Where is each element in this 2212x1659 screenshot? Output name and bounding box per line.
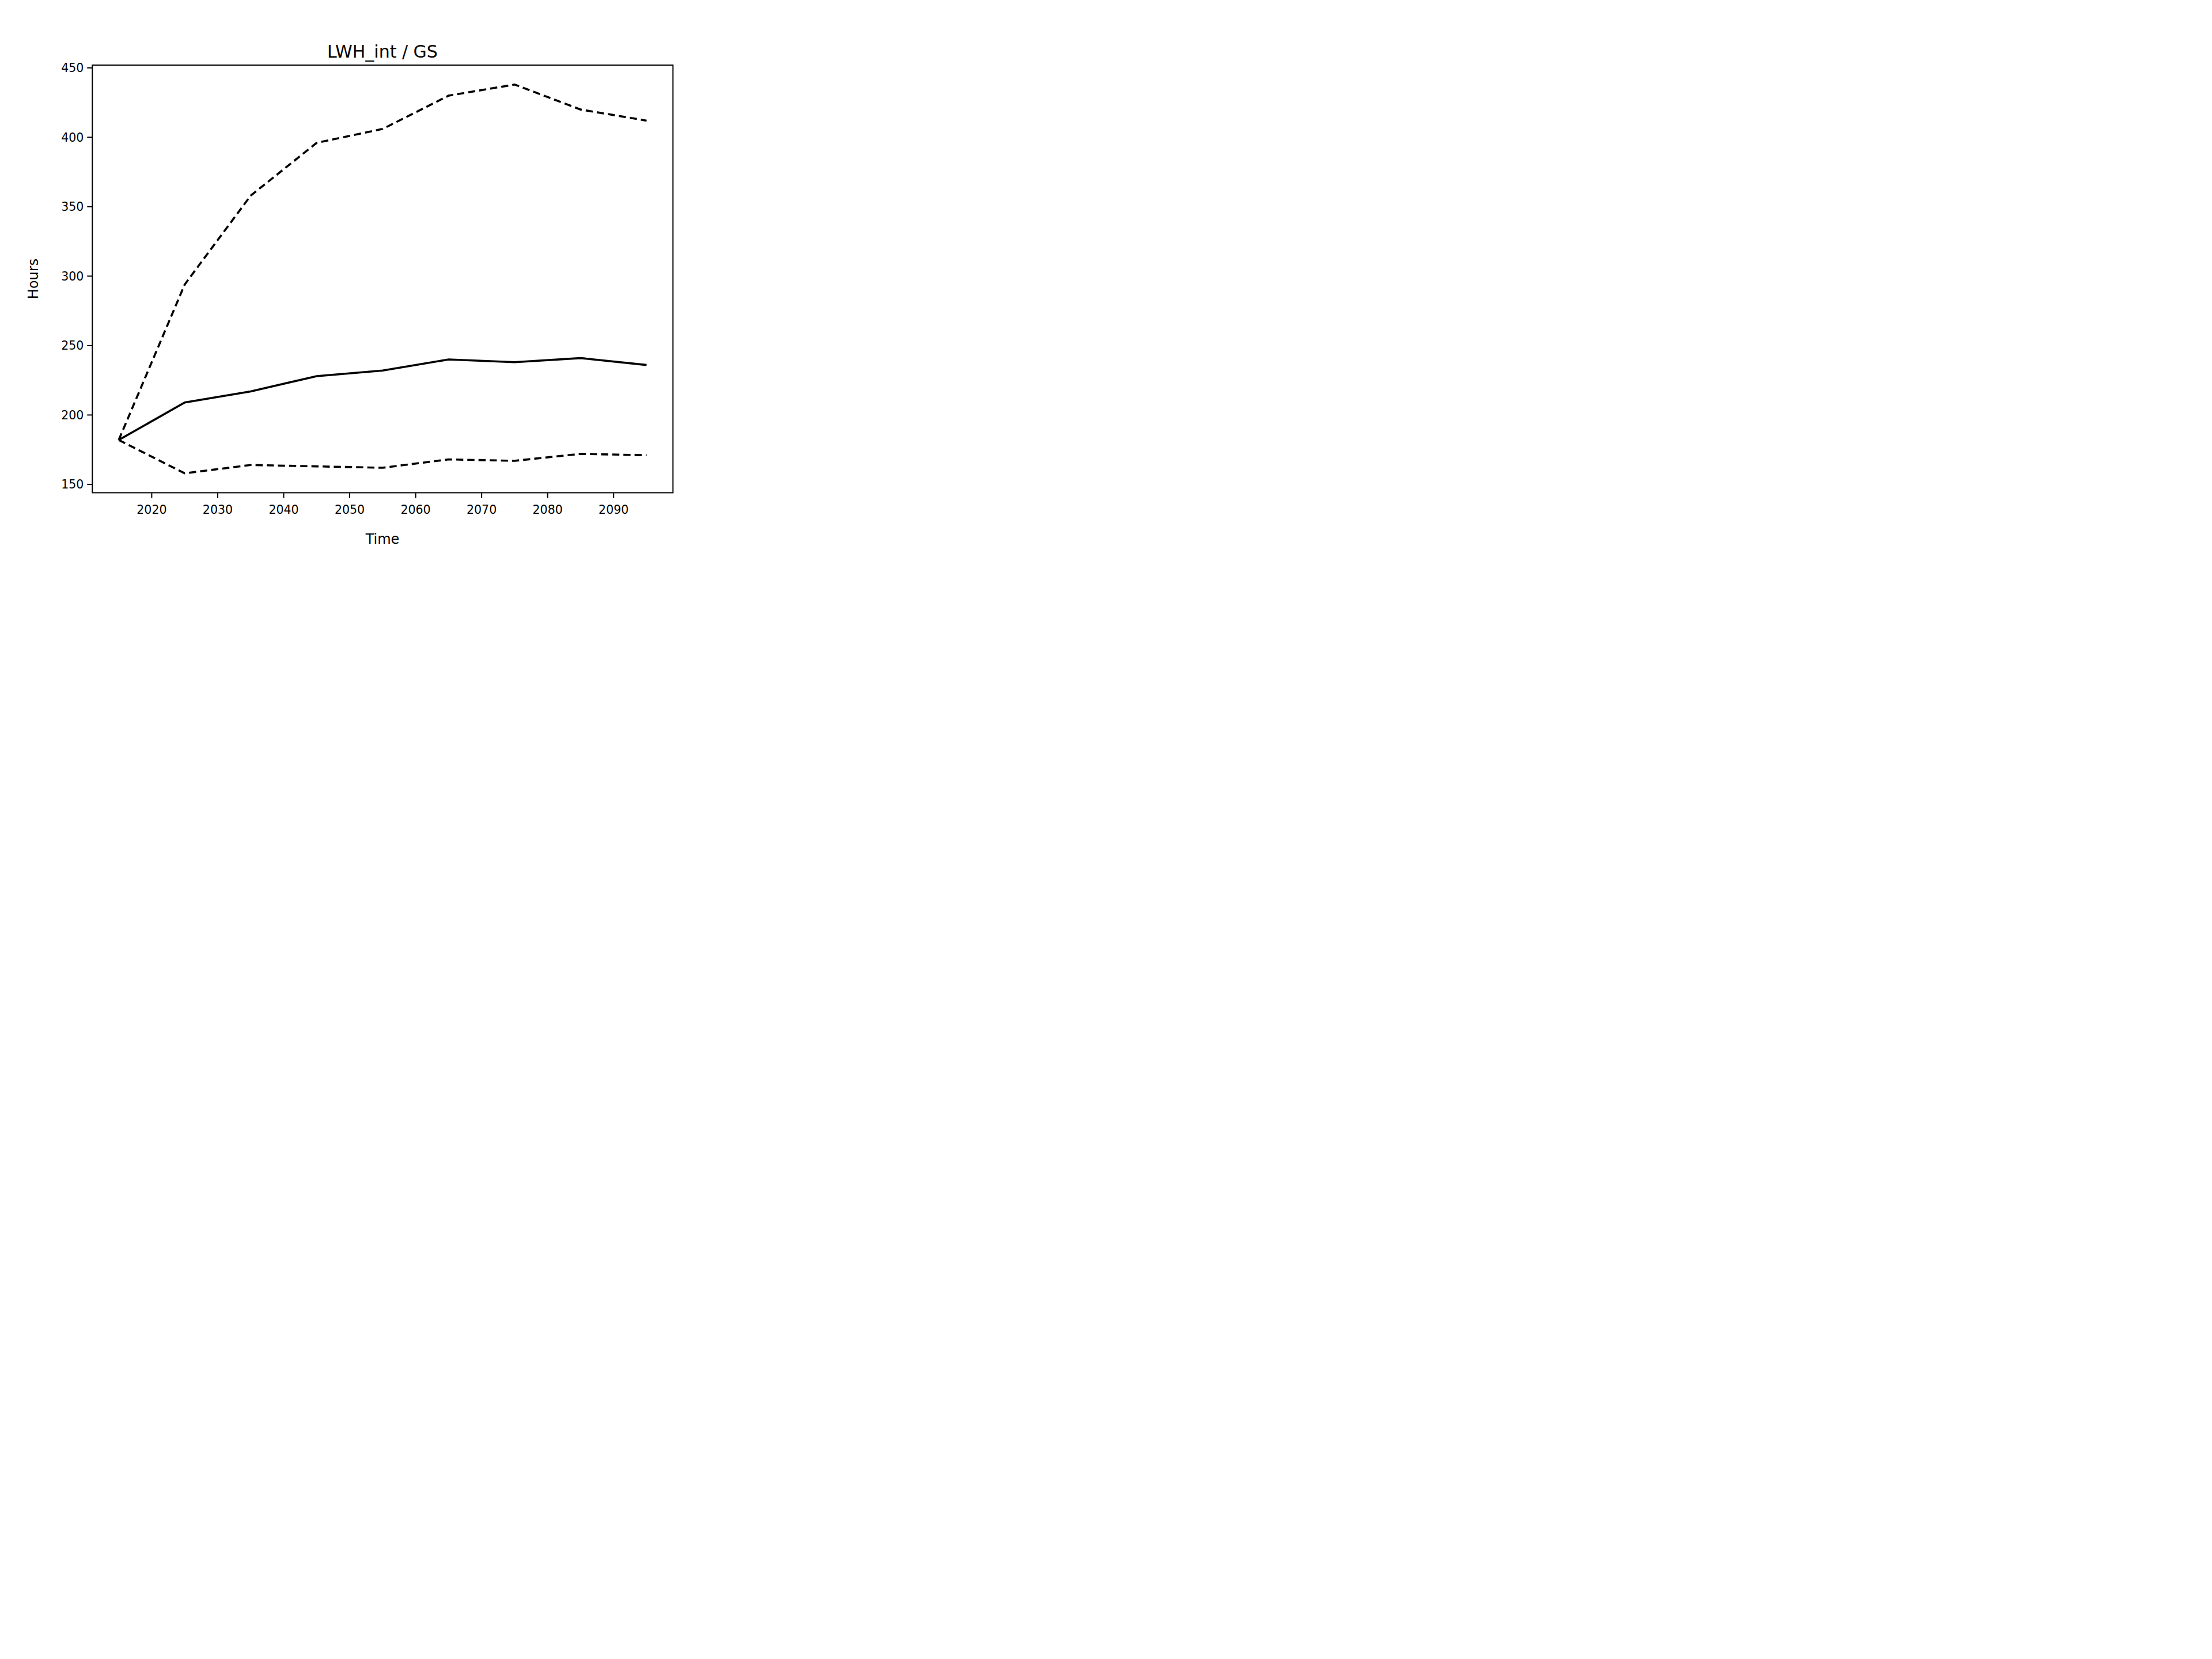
x-tick-label: 2020 — [137, 503, 166, 517]
x-tick-label: 2050 — [335, 503, 365, 517]
y-axis-label: Hours — [25, 259, 41, 299]
x-tick-label: 2090 — [599, 503, 628, 517]
y-tick-label: 400 — [61, 131, 84, 145]
x-tick-label: 2060 — [400, 503, 430, 517]
y-tick-label: 450 — [61, 61, 84, 75]
plot-area: 2020 2030 2040 2050 2060 2070 2080 2090 150 200 25… — [61, 61, 673, 517]
series-lower-dashed — [119, 440, 646, 474]
line-chart: 2020 2030 2040 2050 2060 2070 2080 2090 150 200 25… — [0, 0, 737, 553]
series-middle-solid — [119, 358, 646, 440]
x-tick-label: 2030 — [203, 503, 233, 517]
y-tick-label: 200 — [61, 408, 84, 422]
x-axis-label: Time — [365, 531, 400, 547]
series-upper-dashed — [119, 85, 646, 440]
y-tick-label: 350 — [61, 200, 84, 214]
chart-title: LWH_int / GS — [327, 41, 438, 62]
y-tick-label: 150 — [61, 478, 84, 491]
y-tick-label: 250 — [61, 339, 84, 353]
y-tick-label: 300 — [61, 270, 84, 283]
x-tick-label: 2080 — [533, 503, 563, 517]
x-tick-label: 2040 — [268, 503, 298, 517]
figure: 2020 2030 2040 2050 2060 2070 2080 2090 150 200 25… — [0, 0, 737, 553]
x-tick-label: 2070 — [467, 503, 497, 517]
